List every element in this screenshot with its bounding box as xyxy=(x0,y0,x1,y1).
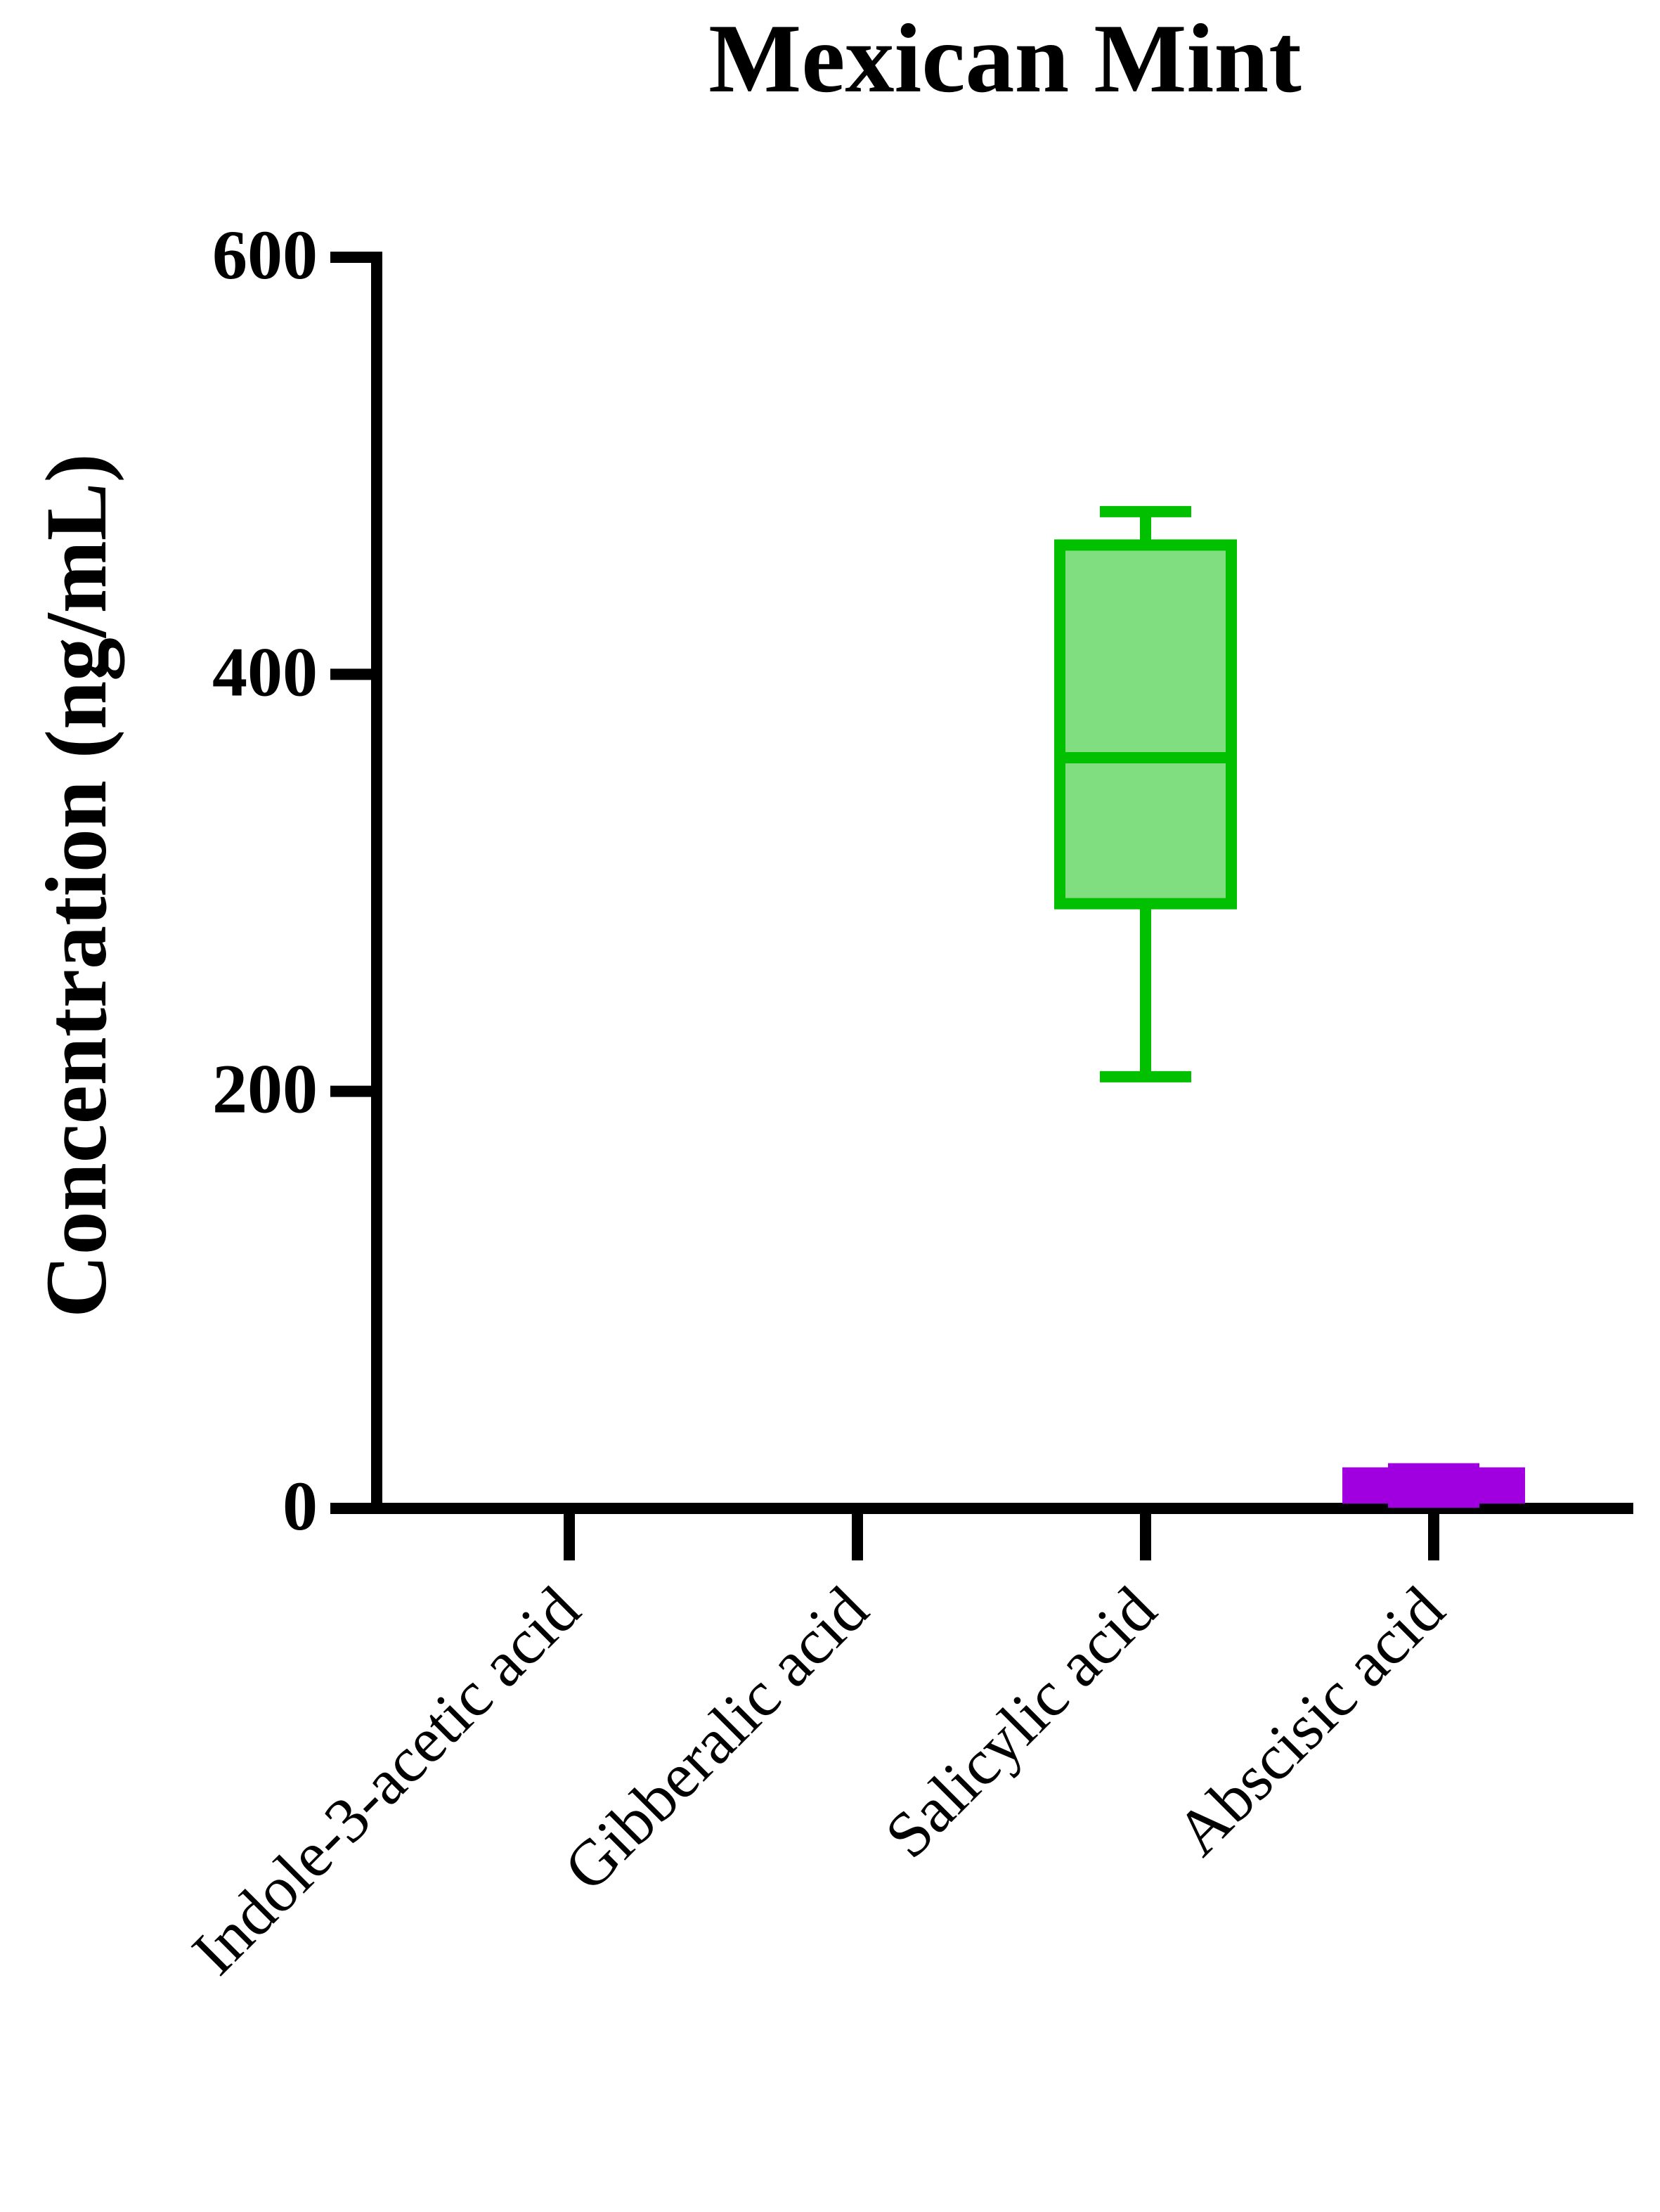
y-tick-label: 200 xyxy=(212,1050,318,1128)
box xyxy=(1054,539,1237,910)
y-tick-label: 600 xyxy=(212,216,318,294)
x-tick-label: Abscisic acid xyxy=(1162,1573,1458,1869)
x-tick-label: Salicylic acid xyxy=(871,1573,1169,1871)
chart-title: Mexican Mint xyxy=(708,4,1302,113)
y-axis-label: Concentration (ng/mL) xyxy=(28,453,125,1318)
y-tick-label: 0 xyxy=(283,1467,318,1545)
x-tick-label: Gibberalic acid xyxy=(550,1573,881,1904)
x-tick-label: Indole-3-acetic acid xyxy=(179,1573,593,1988)
y-tick-label: 400 xyxy=(212,633,318,711)
